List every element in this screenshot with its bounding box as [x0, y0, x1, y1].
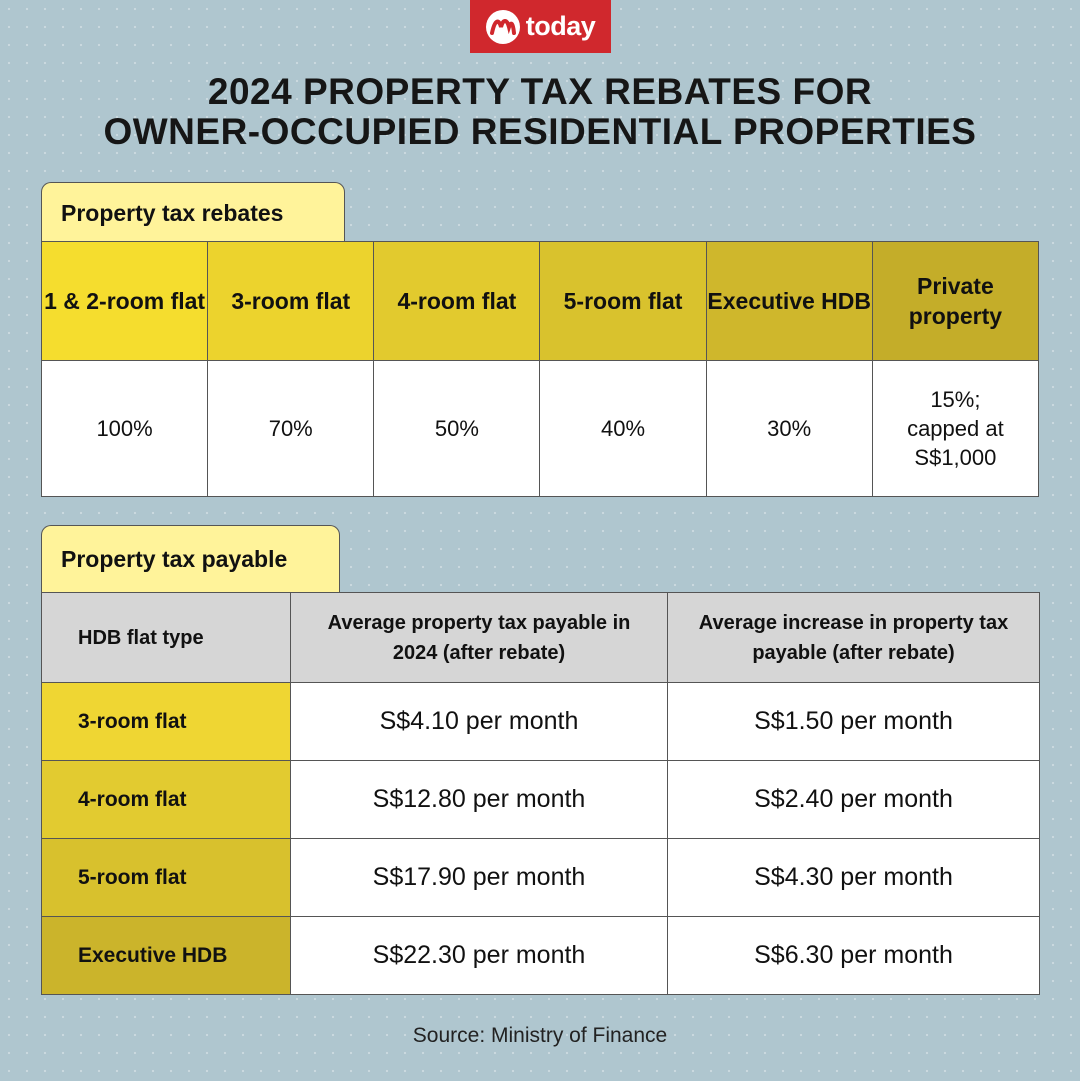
- rebate-value-executive: 30%: [705, 360, 873, 497]
- payable-cell: S$17.90 per month: [290, 838, 668, 917]
- page-title: 2024 PROPERTY TAX REBATES FOR OWNER-OCCU…: [0, 72, 1080, 152]
- source-note: Source: Ministry of Finance: [412, 1024, 668, 1047]
- rebate-value-3-room: 70%: [207, 360, 375, 497]
- rebate-header-5-room: 5-room flat: [539, 241, 707, 361]
- rebates-table: 1 & 2-room flat 3-room flat 4-room flat …: [40, 241, 1040, 497]
- header-flat-type: HDB flat type: [41, 592, 291, 683]
- rebate-value-private: 15%; capped at S$1,000: [871, 360, 1040, 497]
- rebate-header-executive: Executive HDB: [705, 241, 873, 361]
- payable-header-row: HDB flat type Average property tax payab…: [41, 592, 1040, 683]
- flat-type-cell: 4-room flat: [41, 760, 291, 839]
- payable-cell: S$4.10 per month: [290, 682, 668, 761]
- title-line-1: 2024 PROPERTY TAX REBATES FOR: [207, 71, 873, 112]
- header-average-increase: Average increase in property tax payable…: [667, 592, 1040, 683]
- payable-table: HDB flat type Average property tax payab…: [41, 592, 1040, 995]
- increase-cell: S$4.30 per month: [667, 838, 1040, 917]
- header-average-payable: Average property tax payable in 2024 (af…: [290, 592, 668, 683]
- today-logo: today: [470, 0, 611, 53]
- flat-type-cell: Executive HDB: [41, 916, 291, 995]
- rebate-header-4-room: 4-room flat: [373, 241, 541, 361]
- table-row: Executive HDB S$22.30 per month S$6.30 p…: [41, 916, 1040, 995]
- payable-cell: S$22.30 per month: [290, 916, 668, 995]
- increase-cell: S$2.40 per month: [667, 760, 1040, 839]
- payable-section-tab: Property tax payable: [41, 525, 340, 593]
- rebate-header-3-room: 3-room flat: [207, 241, 375, 361]
- rebate-value-1-2-room: 100%: [40, 360, 209, 497]
- brand-mark-icon: [485, 9, 520, 44]
- increase-cell: S$1.50 per month: [667, 682, 1040, 761]
- rebate-value-4-room: 50%: [373, 360, 541, 497]
- flat-type-cell: 5-room flat: [41, 838, 291, 917]
- table-row: 5-room flat S$17.90 per month S$4.30 per…: [41, 838, 1040, 917]
- rebates-section-tab: Property tax rebates: [41, 182, 345, 243]
- rebates-header-row: 1 & 2-room flat 3-room flat 4-room flat …: [40, 241, 1040, 361]
- title-line-2: OWNER-OCCUPIED RESIDENTIAL PROPERTIES: [103, 111, 977, 152]
- rebate-value-5-room: 40%: [539, 360, 707, 497]
- table-row: 3-room flat S$4.10 per month S$1.50 per …: [41, 682, 1040, 761]
- rebates-value-row: 100% 70% 50% 40% 30% 15%; capped at S$1,…: [40, 360, 1040, 497]
- rebate-header-private: Private property: [871, 241, 1040, 361]
- increase-cell: S$6.30 per month: [667, 916, 1040, 995]
- flat-type-cell: 3-room flat: [41, 682, 291, 761]
- brand-name: today: [525, 11, 596, 41]
- table-row: 4-room flat S$12.80 per month S$2.40 per…: [41, 760, 1040, 839]
- payable-cell: S$12.80 per month: [290, 760, 668, 839]
- rebate-header-1-2-room: 1 & 2-room flat: [40, 241, 209, 361]
